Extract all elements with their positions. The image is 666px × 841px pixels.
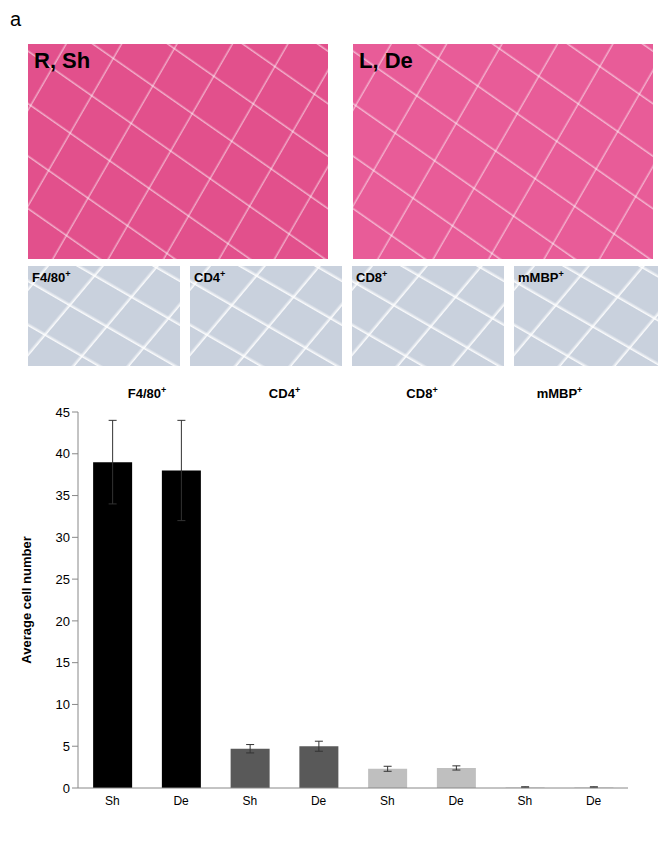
svg-text:De: De [586,794,602,808]
svg-text:De: De [173,794,189,808]
svg-text:0: 0 [63,781,70,796]
html-text:L, De: L, De [359,48,413,73]
svg-text:25: 25 [56,572,70,587]
svg-text:30: 30 [56,530,70,545]
svg-text:Average cell number: Average cell number [19,536,34,663]
svg-text:45: 45 [56,405,70,420]
svg-text:Sh: Sh [243,794,258,808]
html-text:R, Sh: R, Sh [34,48,91,73]
svg-text:De: De [448,794,464,808]
html-text:F4/80+: F4/80+ [32,269,71,286]
html-text:CD8+: CD8+ [356,269,388,286]
html-text:a: a [10,8,22,30]
svg-text:5: 5 [63,739,70,754]
svg-text:15: 15 [56,655,70,670]
svg-text:CD8+: CD8+ [406,385,437,401]
svg-text:De: De [311,794,327,808]
svg-text:Sh: Sh [380,794,395,808]
svg-text:Sh: Sh [105,794,120,808]
svg-text:Sh: Sh [518,794,533,808]
html-text:mMBP+: mMBP+ [518,269,564,286]
html-text:CD4+: CD4+ [194,269,226,286]
svg-text:mMBP+: mMBP+ [537,385,583,401]
svg-text:CD4+: CD4+ [269,385,300,401]
svg-text:F4/80+: F4/80+ [128,385,167,401]
svg-text:40: 40 [56,446,70,461]
svg-text:35: 35 [56,488,70,503]
svg-text:10: 10 [56,697,70,712]
svg-text:20: 20 [56,614,70,629]
